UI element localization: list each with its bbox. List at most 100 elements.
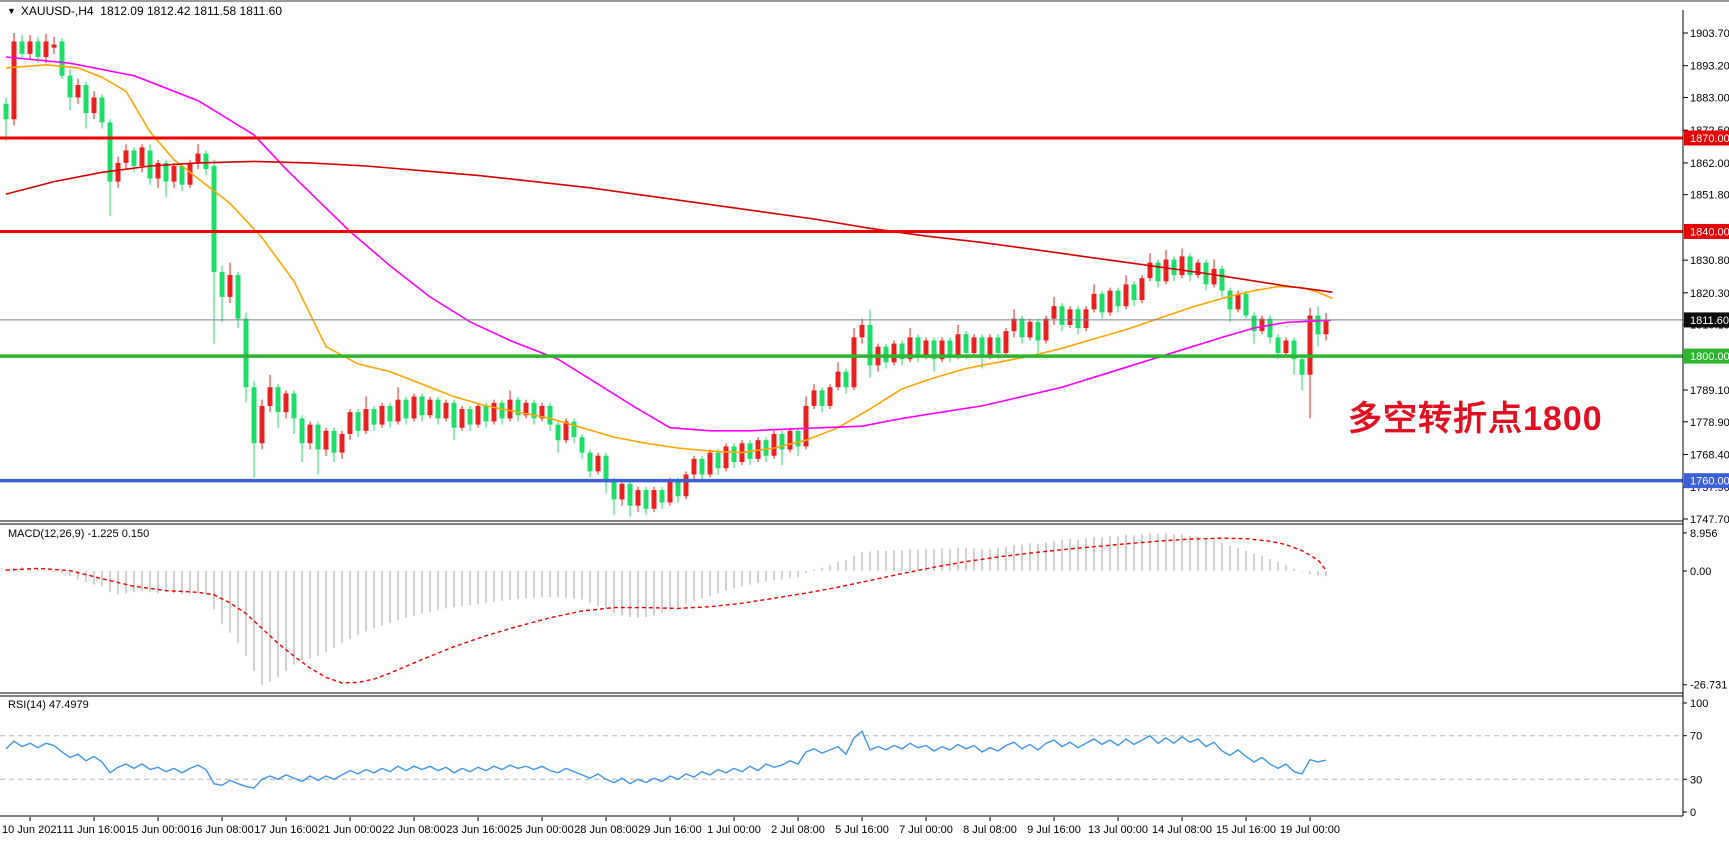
- macd-histogram-bar: [661, 571, 663, 613]
- level-badge-1840.00-bg: [1684, 223, 1729, 239]
- price-axis-label: 1768.40: [1690, 450, 1729, 462]
- macd-histogram-bar: [1077, 539, 1079, 571]
- candle-body: [651, 490, 657, 509]
- candle-body: [1251, 315, 1257, 332]
- candle-body: [1043, 318, 1049, 341]
- macd-histogram-bar: [517, 571, 519, 600]
- macd-histogram-bar: [141, 571, 143, 592]
- macd-histogram-bar: [325, 571, 327, 652]
- macd-histogram-bar: [1125, 534, 1127, 571]
- macd-histogram-bar: [541, 571, 543, 598]
- candle-body: [35, 41, 41, 57]
- candle-body: [267, 387, 273, 406]
- candle-body: [643, 490, 649, 509]
- macd-histogram-bar: [565, 571, 567, 598]
- candle-body: [691, 458, 697, 475]
- candle-body: [1123, 284, 1129, 307]
- macd-histogram-bar: [829, 565, 831, 571]
- candle-body: [147, 150, 153, 179]
- macd-histogram-bar: [205, 571, 207, 595]
- macd-histogram-bar: [1029, 543, 1031, 571]
- candle-body: [347, 412, 353, 434]
- candle-body: [1291, 340, 1297, 360]
- candle-body: [507, 399, 513, 419]
- candle-body: [971, 337, 977, 353]
- time-axis-label: 29 Jun 16:00: [638, 824, 702, 836]
- macd-histogram-bar: [1309, 571, 1311, 575]
- macd-histogram-bar: [1221, 542, 1223, 571]
- candle-body: [1107, 290, 1113, 313]
- macd-histogram-bar: [53, 571, 55, 572]
- macd-histogram-bar: [413, 571, 415, 616]
- macd-histogram-bar: [381, 571, 383, 626]
- candle-body: [1187, 256, 1193, 276]
- macd-histogram-bar: [749, 571, 751, 585]
- macd-histogram-bar: [845, 560, 847, 571]
- candle-body: [699, 458, 705, 475]
- macd-histogram-bar: [85, 571, 87, 583]
- macd-histogram-bar: [1253, 553, 1255, 571]
- candle-body: [459, 409, 465, 428]
- candle-body: [419, 396, 425, 416]
- macd-histogram-bar: [157, 571, 159, 594]
- candle-body: [731, 446, 737, 462]
- price-axis-label: 1893.20: [1690, 61, 1729, 73]
- macd-histogram-bar: [957, 547, 959, 571]
- candle-body: [235, 275, 241, 319]
- macd-histogram-bar: [637, 571, 639, 618]
- time-axis-label: 14 Jul 08:00: [1152, 824, 1212, 836]
- price-axis-label: 1830.80: [1690, 255, 1729, 267]
- macd-histogram-bar: [653, 571, 655, 616]
- macd-histogram-bar: [701, 571, 703, 599]
- macd-histogram-bar: [165, 571, 167, 593]
- chart-annotation-text: 多空转折点1800: [1348, 400, 1603, 438]
- candle-body: [571, 421, 577, 438]
- macd-histogram-bar: [853, 555, 855, 571]
- macd-histogram-bar: [1141, 533, 1143, 571]
- macd-histogram-bar: [125, 571, 127, 594]
- macd-histogram-bar: [149, 571, 151, 593]
- candle-body: [1259, 318, 1265, 332]
- candle-body: [499, 402, 505, 419]
- macd-histogram-bar: [101, 571, 103, 587]
- macd-histogram-bar: [437, 571, 439, 611]
- macd-histogram-bar: [1317, 571, 1319, 576]
- level-badge-1870.00-text: 1870.00: [1690, 133, 1729, 145]
- candle-body: [315, 424, 321, 450]
- macd-histogram-bar: [1133, 535, 1135, 571]
- macd-indicator-label: MACD(12,26,9) -1.225 0.150: [8, 528, 150, 540]
- candle-body: [1219, 268, 1225, 291]
- candle-body: [19, 41, 25, 54]
- candle-body: [659, 490, 665, 503]
- price-axis-label: 1747.70: [1690, 514, 1729, 526]
- candle-body: [1059, 306, 1065, 325]
- candle-body: [779, 433, 785, 450]
- macd-histogram-bar: [717, 571, 719, 594]
- time-axis-label: 17 Jun 16:00: [254, 824, 318, 836]
- candle-body: [771, 433, 777, 456]
- macd-histogram-bar: [189, 571, 191, 594]
- candle-body: [827, 387, 833, 406]
- candle-body: [675, 480, 681, 497]
- candle-body: [91, 97, 97, 114]
- macd-histogram-bar: [805, 571, 807, 573]
- macd-histogram-bar: [181, 571, 183, 595]
- macd-histogram-bar: [877, 550, 879, 571]
- candle-body: [323, 430, 329, 450]
- candle-body: [363, 409, 369, 431]
- time-axis-label: 9 Jul 16:00: [1027, 824, 1081, 836]
- macd-histogram-bar: [445, 571, 447, 609]
- chart-title-bar: ▼ XAUUSD-,H4 1812.09 1812.42 1811.58 1811…: [7, 4, 282, 18]
- macd-histogram-bar: [1093, 536, 1095, 571]
- candle-body: [371, 409, 377, 425]
- macd-histogram-bar: [221, 571, 223, 625]
- dropdown-caret-icon[interactable]: ▼: [7, 6, 16, 16]
- macd-histogram-bar: [997, 548, 999, 571]
- macd-histogram-bar: [773, 571, 775, 581]
- macd-histogram-bar: [549, 571, 551, 597]
- candle-body: [955, 334, 961, 357]
- candle-body: [435, 399, 441, 419]
- candle-body: [979, 337, 985, 357]
- price-axis-label: 1903.70: [1690, 28, 1729, 40]
